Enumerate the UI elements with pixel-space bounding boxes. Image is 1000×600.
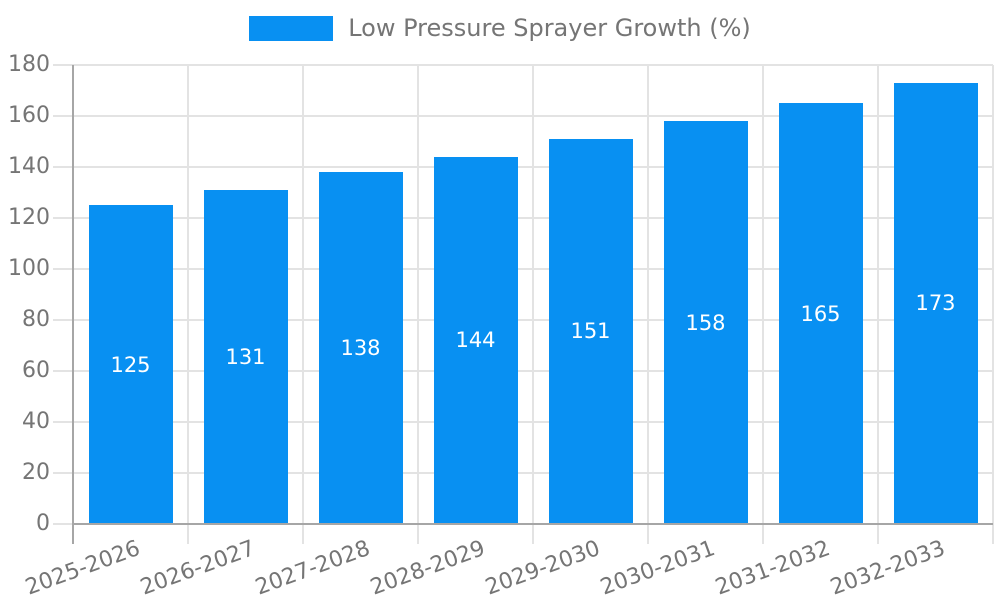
x-gridline bbox=[187, 65, 189, 544]
legend-label: Low Pressure Sprayer Growth (%) bbox=[348, 14, 751, 42]
y-tick bbox=[53, 64, 73, 66]
y-axis-tick-label: 80 bbox=[22, 307, 50, 332]
x-axis-tick-label: 2028-2029 bbox=[366, 536, 489, 600]
bar-value-label: 131 bbox=[225, 344, 266, 369]
x-gridline bbox=[992, 65, 994, 544]
bar: 165 bbox=[778, 103, 863, 524]
x-axis-tick-label: 2027-2028 bbox=[251, 536, 374, 600]
legend: Low Pressure Sprayer Growth (%) bbox=[0, 14, 1000, 42]
y-axis-tick-label: 40 bbox=[22, 409, 50, 434]
y-axis-tick-label: 100 bbox=[8, 256, 50, 281]
x-gridline bbox=[762, 65, 764, 544]
bar-value-label: 165 bbox=[800, 301, 841, 326]
y-tick bbox=[53, 268, 73, 270]
y-tick bbox=[53, 166, 73, 168]
bar-value-label: 125 bbox=[110, 352, 151, 377]
y-tick bbox=[53, 472, 73, 474]
y-tick bbox=[53, 217, 73, 219]
y-tick bbox=[53, 319, 73, 321]
y-axis-tick-label: 20 bbox=[22, 460, 50, 485]
x-gridline bbox=[417, 65, 419, 544]
bar: 151 bbox=[548, 138, 633, 524]
x-axis-tick-label: 2030-2031 bbox=[596, 536, 719, 600]
x-axis-line bbox=[73, 523, 993, 525]
x-axis-tick-label: 2029-2030 bbox=[481, 536, 604, 600]
x-gridline bbox=[877, 65, 879, 544]
y-axis-tick-label: 0 bbox=[36, 511, 50, 536]
y-axis-tick-label: 140 bbox=[8, 154, 50, 179]
x-axis-tick-label: 2031-2032 bbox=[711, 536, 834, 600]
bar: 144 bbox=[433, 156, 518, 524]
bar: 138 bbox=[318, 172, 403, 524]
bar-value-label: 158 bbox=[685, 310, 726, 335]
y-tick bbox=[53, 370, 73, 372]
y-tick bbox=[53, 523, 73, 525]
x-gridline bbox=[532, 65, 534, 544]
legend-swatch-icon bbox=[249, 15, 334, 41]
bar-value-label: 138 bbox=[340, 336, 381, 361]
y-tick bbox=[53, 421, 73, 423]
x-axis-tick-label: 2032-2033 bbox=[826, 536, 949, 600]
y-axis-tick-label: 160 bbox=[8, 103, 50, 128]
y-axis-line bbox=[72, 65, 74, 544]
x-gridline bbox=[302, 65, 304, 544]
bar: 125 bbox=[88, 205, 173, 524]
bar: 173 bbox=[893, 82, 978, 524]
x-gridline bbox=[647, 65, 649, 544]
bar-value-label: 151 bbox=[570, 319, 611, 344]
y-axis-tick-label: 180 bbox=[8, 52, 50, 77]
bar: 158 bbox=[663, 121, 748, 524]
x-axis-tick-label: 2026-2027 bbox=[136, 536, 259, 600]
y-tick bbox=[53, 115, 73, 117]
y-axis-tick-label: 120 bbox=[8, 205, 50, 230]
bar-value-label: 144 bbox=[455, 328, 496, 353]
x-axis-tick-label: 2025-2026 bbox=[21, 536, 144, 600]
bar: 131 bbox=[203, 189, 288, 524]
y-axis-tick-label: 60 bbox=[22, 358, 50, 383]
bar-value-label: 173 bbox=[915, 291, 956, 316]
